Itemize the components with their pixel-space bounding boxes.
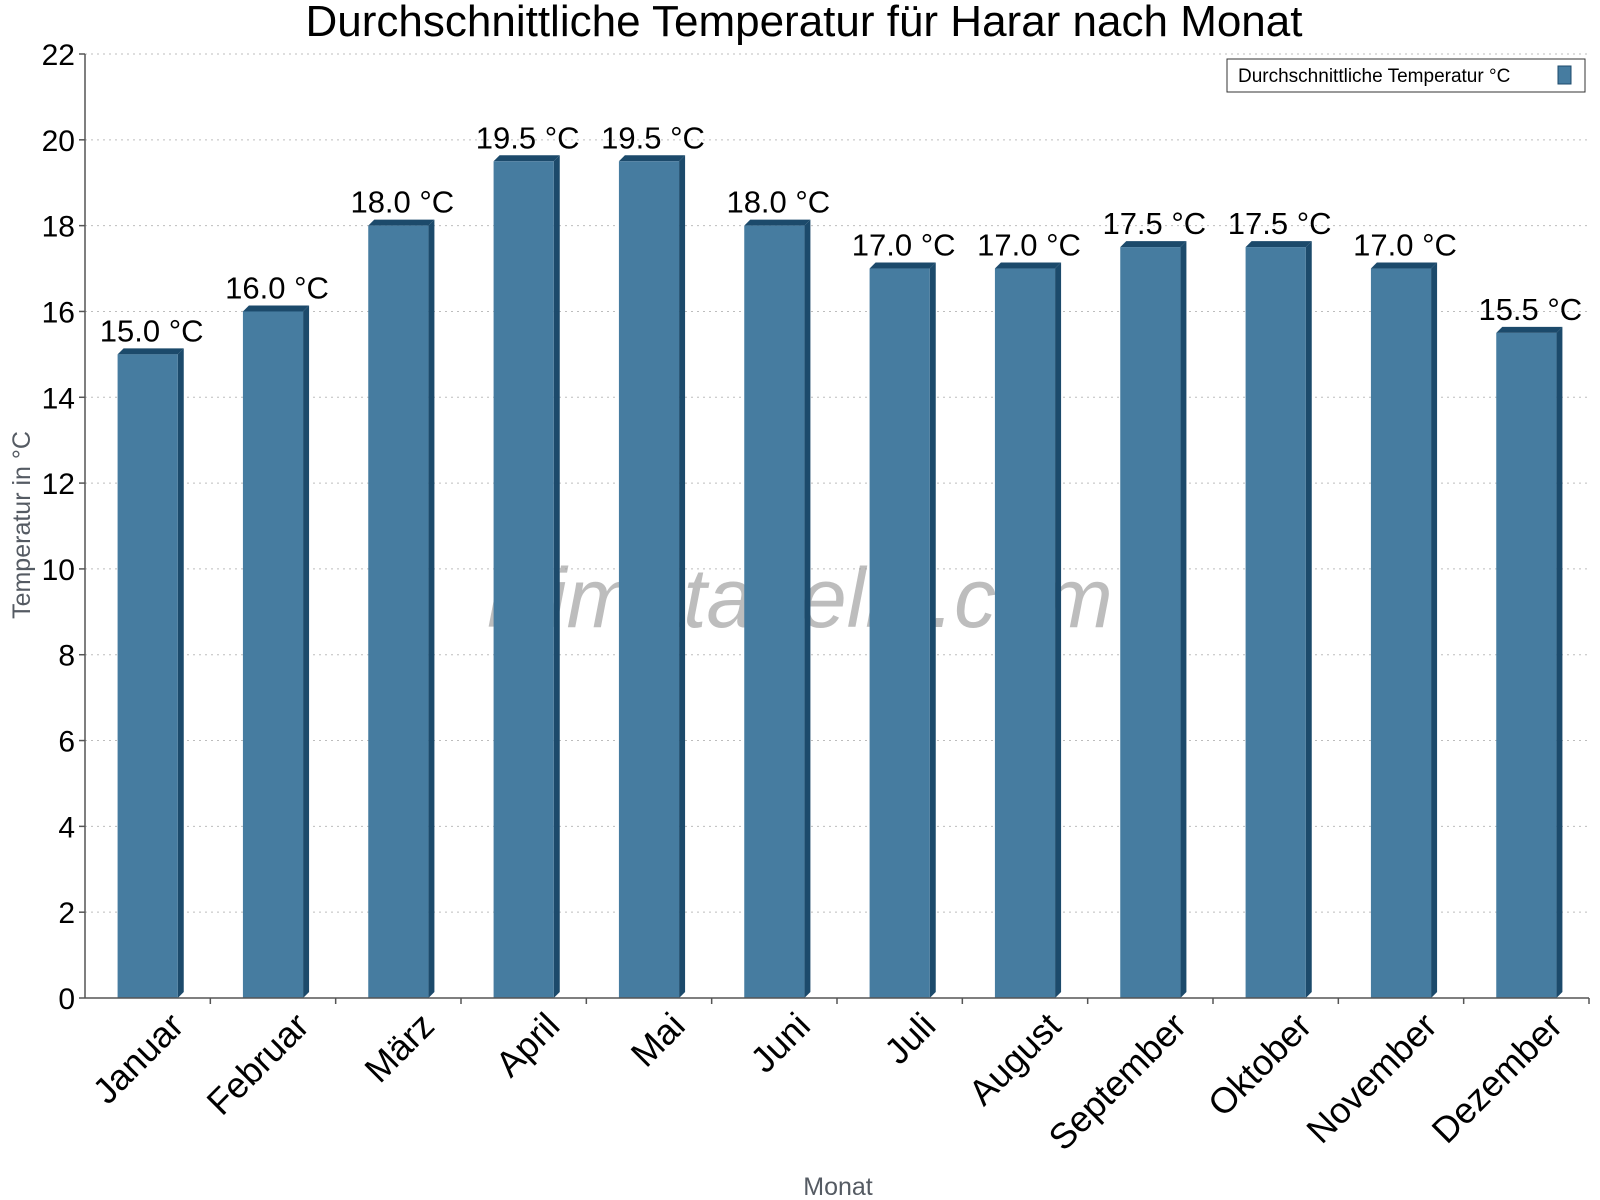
bar xyxy=(117,354,178,998)
bar-side xyxy=(679,155,686,999)
data-label: 19.5 °C xyxy=(476,120,580,155)
x-tick-label: Mai xyxy=(623,1005,693,1075)
bar xyxy=(744,225,805,999)
bar xyxy=(618,161,680,999)
bar-side xyxy=(303,305,310,998)
bar-top xyxy=(744,219,811,226)
bar xyxy=(1120,247,1181,998)
x-tick-labels: Januar Februar März April Mai Juni Juli AugustS… xyxy=(84,1005,1570,1159)
legend-label: Durchschnittliche Temperatur °C xyxy=(1238,66,1510,87)
x-tick-label: November xyxy=(1298,1005,1444,1151)
bar-side xyxy=(804,219,811,999)
bar xyxy=(1370,268,1432,999)
y-tick-label: 6 xyxy=(58,726,75,759)
data-label: 16.0 °C xyxy=(225,270,329,305)
x-tick-label: April xyxy=(487,1005,567,1085)
x-tick-label: Oktober xyxy=(1200,1005,1320,1125)
x-tick-label: August xyxy=(960,1005,1068,1113)
y-tick-labels: 0 2 4 6 8 10 12 14 16 18 20 22 xyxy=(42,39,75,1016)
bar-side xyxy=(1556,326,1563,999)
bar-side xyxy=(929,262,936,999)
bar xyxy=(368,225,429,999)
y-axis-title: Temperatur in °C xyxy=(8,431,36,619)
legend-swatch xyxy=(1557,65,1572,85)
bar-side xyxy=(553,155,560,999)
x-tick-label: Januar xyxy=(84,1005,191,1112)
bars xyxy=(117,155,1563,999)
y-tick-label: 2 xyxy=(58,897,75,930)
data-label: 15.5 °C xyxy=(1478,292,1582,327)
bar-top xyxy=(994,262,1062,269)
bar xyxy=(1496,332,1557,999)
data-label: 19.5 °C xyxy=(601,120,705,155)
x-tick-label: Juni xyxy=(742,1005,818,1081)
data-label: 18.0 °C xyxy=(350,185,454,220)
data-label: 17.0 °C xyxy=(852,228,956,263)
grid-lines xyxy=(85,53,1589,913)
bar-side xyxy=(1055,262,1062,999)
bar xyxy=(242,311,304,998)
x-axis-title: Monat xyxy=(803,1173,873,1200)
bar-top xyxy=(1496,326,1563,333)
bar-top xyxy=(242,305,310,312)
y-tick-label: 12 xyxy=(42,468,75,501)
bar xyxy=(869,268,930,999)
bar-top xyxy=(1120,241,1187,248)
x-tick-label: März xyxy=(356,1005,442,1091)
bar-top xyxy=(117,348,184,355)
bar-side xyxy=(1305,241,1312,998)
y-tick-label: 8 xyxy=(58,640,75,673)
y-tick-label: 16 xyxy=(42,296,75,329)
data-label: 17.5 °C xyxy=(1228,206,1332,241)
bar-top xyxy=(1245,241,1312,248)
x-tick-label: September xyxy=(1040,1005,1194,1159)
bar xyxy=(493,161,554,999)
bar-side xyxy=(428,219,435,999)
x-tick-label: Juli xyxy=(876,1005,943,1072)
bar xyxy=(994,268,1056,999)
bar xyxy=(1245,247,1306,998)
data-label: 17.5 °C xyxy=(1102,206,1206,241)
chart-title: Durchschnittliche Temperatur für Harar n… xyxy=(306,0,1303,46)
bar-top xyxy=(1370,262,1438,269)
bar-top xyxy=(493,155,560,162)
axes xyxy=(79,53,1590,1004)
data-label: 15.0 °C xyxy=(100,313,204,348)
data-label: 18.0 °C xyxy=(726,185,830,220)
bar-top xyxy=(618,155,686,162)
bar-side xyxy=(1431,262,1438,999)
legend-box xyxy=(1226,58,1586,93)
x-tick-label: Dezember xyxy=(1424,1005,1570,1151)
y-tick-label: 20 xyxy=(42,125,75,158)
data-label: 17.0 °C xyxy=(1353,228,1457,263)
y-tick-label: 0 xyxy=(58,983,75,1016)
y-tick-label: 10 xyxy=(42,554,75,587)
y-tick-label: 14 xyxy=(42,382,75,415)
x-tick-label: Februar xyxy=(199,1005,317,1123)
bar-side xyxy=(177,348,184,998)
bar-side xyxy=(1180,241,1187,998)
legend: Durchschnittliche Temperatur °C xyxy=(1226,58,1586,93)
y-tick-label: 4 xyxy=(58,811,75,844)
data-label: 17.0 °C xyxy=(977,228,1081,263)
y-tick-label: 22 xyxy=(42,39,75,72)
bar-top xyxy=(368,219,435,226)
y-tick-label: 18 xyxy=(42,211,75,244)
data-labels: 15.0 °C 16.0 °C 18.0 °C 19.5 °C 19.5 °C 18.0 … xyxy=(100,120,1582,348)
bar-top xyxy=(869,262,936,269)
